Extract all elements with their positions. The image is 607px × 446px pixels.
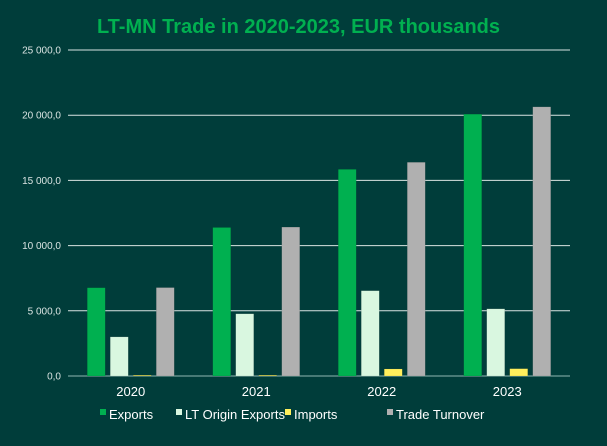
bar-trade-turnover-2022 [407, 162, 426, 377]
y-tick-label: 15 000,0 [22, 176, 61, 187]
bar-imports-2023 [509, 368, 528, 377]
bar-imports-2022 [384, 368, 403, 377]
chart-title: LT-MN Trade in 2020-2023, EUR thousands [96, 16, 501, 38]
legend-label: LT Origin Exports [185, 407, 285, 422]
bar-exports-2022 [338, 169, 357, 377]
bar-trade-turnover-2021 [281, 226, 300, 377]
bar-exports-2021 [212, 227, 231, 377]
legend-label: Imports [294, 407, 338, 422]
y-tick-label: 0,0 [47, 372, 61, 383]
bar-lt-origin-exports-2023 [486, 308, 505, 377]
bar-exports-2023 [463, 113, 482, 377]
legend-label: Exports [109, 407, 154, 422]
y-tick-label: 10 000,0 [22, 241, 61, 252]
legend-swatch-imports [285, 409, 291, 415]
bar-trade-turnover-2023 [532, 106, 551, 377]
y-tick-label: 25 000,0 [22, 46, 61, 57]
bar-lt-origin-exports-2020 [110, 336, 129, 377]
x-tick-label: 2023 [493, 384, 522, 399]
y-tick-label: 20 000,0 [22, 111, 61, 122]
bar-trade-turnover-2020 [156, 287, 175, 377]
x-tick-label: 2021 [242, 384, 271, 399]
x-tick-label: 2022 [367, 384, 396, 399]
legend-swatch-exports [100, 409, 106, 415]
bar-lt-origin-exports-2021 [235, 313, 254, 377]
bar-imports-2021 [258, 374, 277, 377]
legend-swatch-lt-origin-exports [176, 409, 182, 415]
bar-imports-2020 [133, 374, 152, 377]
x-tick-label: 2020 [116, 384, 145, 399]
bar-exports-2020 [87, 287, 106, 377]
legend-swatch-trade-turnover [387, 409, 393, 415]
bar-lt-origin-exports-2022 [361, 290, 380, 377]
legend-label: Trade Turnover [396, 407, 485, 422]
y-tick-label: 5 000,0 [28, 306, 62, 317]
